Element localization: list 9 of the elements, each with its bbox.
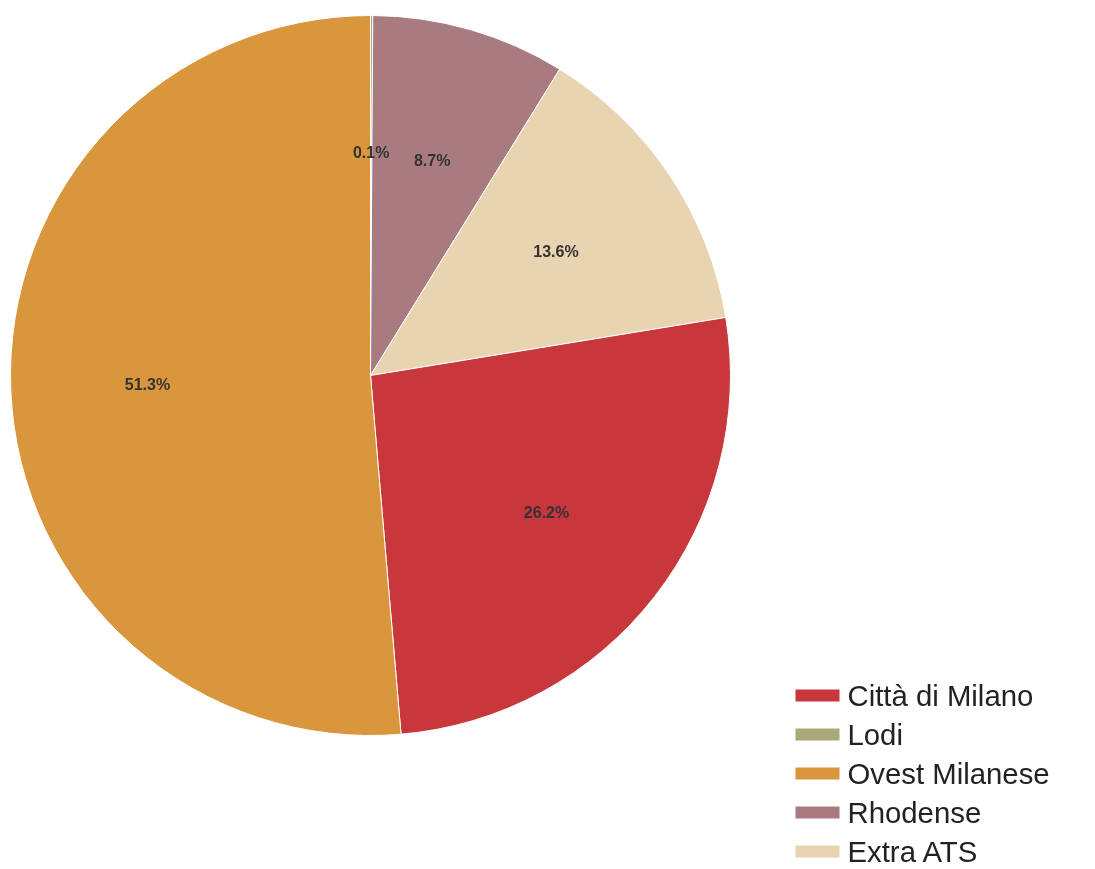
data-label: 26.2% [523,504,570,522]
data-label: 51.3% [124,376,171,394]
legend-label: Città di Milano [847,679,1034,712]
legend-label: Lodi [847,718,903,751]
legend-label: Rhodense [847,796,982,829]
data-label: 8.7% [413,152,451,170]
legend-label: Ovest Milanese [847,757,1050,790]
data-label: 13.6% [533,242,579,260]
legend-label: Extra ATS [847,835,978,868]
